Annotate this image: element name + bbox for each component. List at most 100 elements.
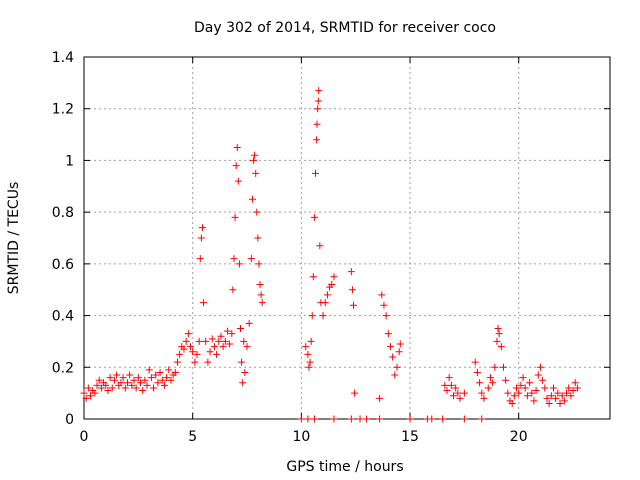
data-point (137, 379, 145, 387)
data-point (202, 337, 210, 345)
data-point (223, 327, 231, 335)
data-point (195, 337, 203, 345)
data-point (82, 394, 90, 402)
data-point (316, 242, 324, 250)
data-point (534, 371, 542, 379)
chart-title: Day 302 of 2014, SRMTID for receiver coc… (194, 20, 496, 36)
y-tick-label: 0.8 (52, 205, 74, 221)
data-point (508, 399, 516, 407)
data-point (315, 87, 323, 95)
data-point (528, 389, 536, 397)
y-tick-label: 1 (65, 153, 74, 169)
y-tick-label: 0.6 (52, 257, 74, 273)
data-point (510, 392, 518, 400)
data-point (257, 291, 265, 299)
data-point (484, 384, 492, 392)
data-point (348, 286, 356, 294)
data-point (319, 312, 327, 320)
data-point (439, 415, 447, 423)
data-point (210, 343, 218, 351)
x-tick-label: 5 (188, 429, 197, 445)
data-point (196, 255, 204, 263)
y-tick-label: 0.4 (52, 309, 74, 325)
data-point (123, 379, 131, 387)
data-point (306, 358, 314, 366)
data-point (554, 389, 562, 397)
data-point (314, 105, 322, 113)
data-point (197, 234, 205, 242)
data-point (573, 384, 581, 392)
data-point (230, 255, 238, 263)
data-point (147, 374, 155, 382)
data-point (84, 384, 92, 392)
data-point (489, 379, 497, 387)
data-point (454, 389, 462, 397)
data-point (171, 368, 179, 376)
data-point (480, 394, 488, 402)
data-point (521, 384, 529, 392)
data-point (200, 299, 208, 307)
data-point (252, 169, 260, 177)
data-point (396, 340, 404, 348)
data-point (304, 415, 312, 423)
data-point (247, 255, 255, 263)
data-point (80, 389, 88, 397)
data-point (217, 332, 225, 340)
data-point (376, 415, 384, 423)
data-point (228, 330, 236, 338)
data-point (456, 394, 464, 402)
data-point (173, 358, 181, 366)
x-tick-label: 10 (292, 429, 310, 445)
data-point (406, 415, 414, 423)
x-tick-label: 0 (80, 429, 89, 445)
data-point (473, 368, 481, 376)
data-point (255, 260, 263, 268)
data-point (91, 389, 99, 397)
data-point (139, 387, 147, 395)
data-point (450, 392, 458, 400)
data-point (213, 350, 221, 358)
data-point (545, 399, 553, 407)
data-point (328, 281, 336, 289)
data-point (132, 384, 140, 392)
y-axis-label: SRMTID / TECUs (6, 182, 22, 295)
data-point (497, 343, 505, 351)
data-point (304, 350, 312, 358)
data-point (502, 376, 510, 384)
data-point (221, 337, 229, 345)
data-point (208, 335, 216, 343)
data-point (536, 363, 544, 371)
data-point (330, 415, 338, 423)
data-point (187, 343, 195, 351)
data-point (250, 156, 258, 164)
data-point (441, 381, 449, 389)
data-point (167, 376, 175, 384)
data-point (309, 273, 317, 281)
point-layer (80, 87, 581, 423)
data-point (515, 389, 523, 397)
data-point (113, 371, 121, 379)
data-point (95, 376, 103, 384)
data-point (234, 177, 242, 185)
data-point (254, 234, 262, 242)
data-point (297, 415, 305, 423)
data-point (311, 169, 319, 177)
data-point (226, 340, 234, 348)
x-tick-label: 15 (401, 429, 419, 445)
data-point (356, 415, 364, 423)
data-point (193, 350, 201, 358)
data-point (134, 374, 142, 382)
data-point (513, 384, 521, 392)
data-point (154, 379, 162, 387)
data-point (189, 348, 197, 356)
y-tick-label: 1.2 (52, 102, 74, 118)
data-point (495, 330, 503, 338)
data-point (384, 330, 392, 338)
y-tick-label: 0 (65, 412, 74, 428)
data-point (130, 376, 138, 384)
data-point (235, 260, 243, 268)
data-point (378, 291, 386, 299)
data-point (321, 299, 329, 307)
data-point (313, 136, 321, 144)
